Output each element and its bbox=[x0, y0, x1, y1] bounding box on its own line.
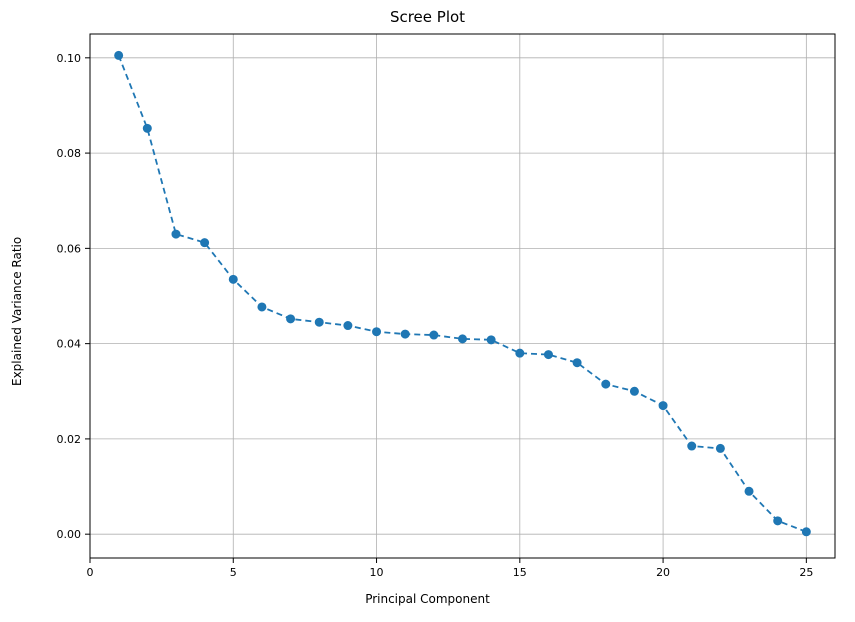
svg-text:0.00: 0.00 bbox=[57, 528, 82, 541]
svg-text:20: 20 bbox=[656, 566, 670, 579]
svg-text:10: 10 bbox=[370, 566, 384, 579]
svg-text:0.08: 0.08 bbox=[57, 147, 82, 160]
svg-text:0.06: 0.06 bbox=[57, 242, 82, 255]
scree-plot-container: Scree Plot Explained Variance Ratio Prin… bbox=[0, 0, 855, 622]
svg-text:15: 15 bbox=[513, 566, 527, 579]
svg-text:0.04: 0.04 bbox=[57, 338, 82, 351]
svg-text:5: 5 bbox=[230, 566, 237, 579]
svg-text:0.10: 0.10 bbox=[57, 52, 82, 65]
chart-title: Scree Plot bbox=[0, 8, 855, 26]
svg-text:0: 0 bbox=[87, 566, 94, 579]
y-axis-label: Explained Variance Ratio bbox=[10, 0, 24, 622]
svg-text:0.02: 0.02 bbox=[57, 433, 82, 446]
svg-text:25: 25 bbox=[799, 566, 813, 579]
scree-plot-svg: 0 5 10 15 20 25 0.00 0.02 0.04 0.06 0.08 0.10 bbox=[0, 0, 855, 622]
x-axis-label: Principal Component bbox=[0, 592, 855, 606]
